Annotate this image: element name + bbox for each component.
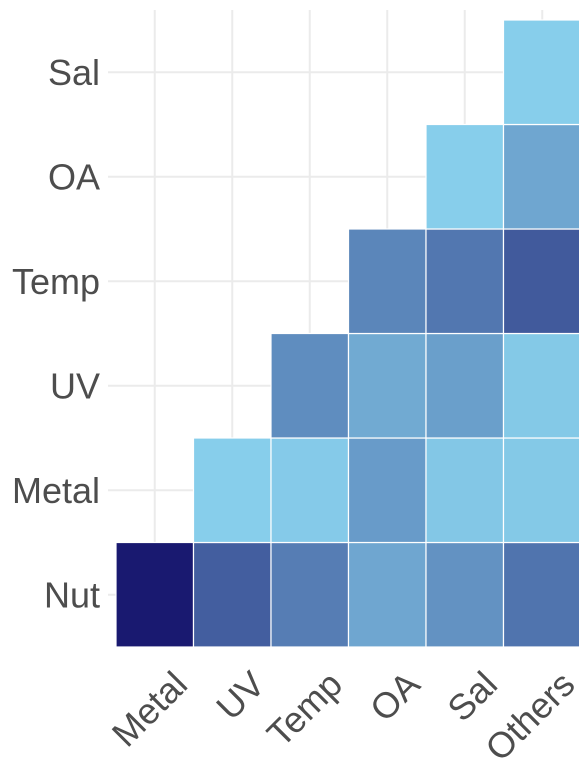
heatmap-cell-oa-uv <box>347 332 427 439</box>
heatmap-cell-others-sal <box>502 19 579 126</box>
heatmap-cell-uv-metal <box>192 437 272 544</box>
heatmap-cell-sal-metal <box>425 437 505 544</box>
heatmap-cells <box>115 19 579 648</box>
heatmap-cell-oa-metal <box>347 437 427 544</box>
heatmap-cell-sal-oa <box>425 123 505 230</box>
heatmap-cell-temp-nut <box>270 541 350 648</box>
y-tick-label-metal: Metal <box>12 470 100 511</box>
heatmap-cell-temp-metal <box>270 437 350 544</box>
heatmap-cell-temp-uv <box>270 332 350 439</box>
heatmap-cell-metal-nut <box>115 541 195 648</box>
x-tick-label-sal: Sal <box>439 663 505 729</box>
heatmap-cell-sal-uv <box>425 332 505 439</box>
x-tick-label-oa: OA <box>362 663 428 729</box>
heatmap-cell-oa-nut <box>347 541 427 648</box>
y-tick-label-oa: OA <box>48 156 100 197</box>
heatmap-cell-others-uv <box>502 332 579 439</box>
x-tick-label-others: Others <box>477 663 579 758</box>
x-tick-label-temp: Temp <box>259 663 350 754</box>
heatmap-cell-others-metal <box>502 437 579 544</box>
y-tick-label-nut: Nut <box>44 574 100 615</box>
heatmap-cell-others-oa <box>502 123 579 230</box>
y-tick-label-sal: Sal <box>48 52 100 93</box>
heatmap-cell-uv-nut <box>192 541 272 648</box>
y-axis-labels: Nut Metal UV Temp OA Sal <box>12 52 100 616</box>
y-tick-label-uv: UV <box>50 365 100 406</box>
heatmap-cell-sal-nut <box>425 541 505 648</box>
heatmap-cell-others-temp <box>502 228 579 335</box>
x-tick-label-metal: Metal <box>104 663 195 754</box>
x-tick-label-uv: UV <box>208 663 272 727</box>
heatmap-cell-sal-temp <box>425 228 505 335</box>
heatmap-cell-oa-temp <box>347 228 427 335</box>
heatmap-cell-others-nut <box>502 541 579 648</box>
y-tick-label-temp: Temp <box>12 261 100 302</box>
